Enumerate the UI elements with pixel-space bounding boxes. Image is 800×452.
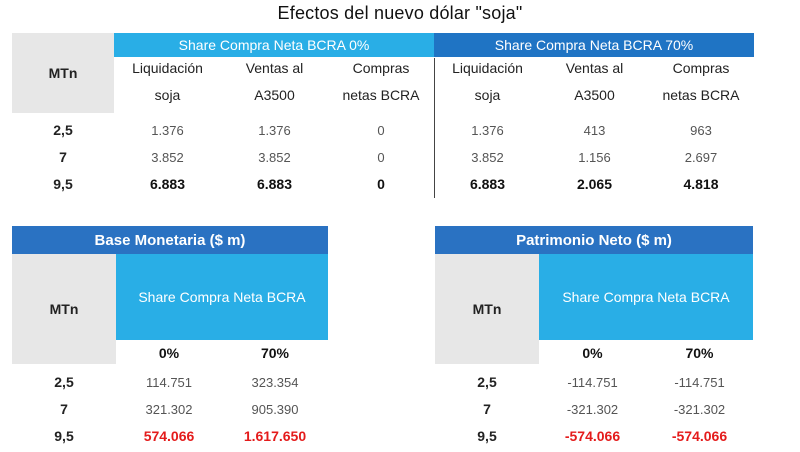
table-cell: 6.883 bbox=[256, 176, 293, 192]
table-cell: 1.617.650 bbox=[243, 428, 307, 444]
col-header: Ventas al A3500 bbox=[221, 60, 328, 103]
table-cell: 3.852 bbox=[151, 149, 184, 165]
base-monetaria-title: Base Monetaria ($ m) bbox=[12, 226, 328, 254]
col-header-line: Compras bbox=[672, 60, 730, 76]
col-header: 0% bbox=[582, 345, 603, 361]
row-label: 9,5 bbox=[54, 428, 74, 444]
table-cell: 0 bbox=[377, 149, 385, 165]
col-header: Liquidación soja bbox=[114, 60, 221, 103]
row-label-header: MTn bbox=[435, 254, 539, 364]
table-cell: 0 bbox=[377, 122, 385, 138]
table-row: 2,5 1.376 1.376 0 1.376 413 963 bbox=[12, 118, 754, 142]
table-cell: 321.302 bbox=[145, 401, 193, 417]
col-header-line: netas BCRA bbox=[662, 87, 740, 103]
row-label: 2,5 bbox=[53, 122, 73, 138]
group-header-70: Share Compra Neta BCRA 70% bbox=[434, 33, 754, 57]
group-divider bbox=[434, 58, 435, 198]
col-header-line: netas BCRA bbox=[342, 87, 420, 103]
group-header-0: Share Compra Neta BCRA 0% bbox=[114, 33, 434, 57]
col-header: Compras netas BCRA bbox=[328, 60, 434, 103]
table-cell: 114.751 bbox=[145, 374, 193, 390]
table-cell: -114.751 bbox=[567, 374, 618, 390]
col-header: Ventas al A3500 bbox=[541, 60, 648, 103]
table-cell: 905.390 bbox=[251, 401, 299, 417]
table-cell: 3.852 bbox=[471, 149, 504, 165]
col-header: Liquidación soja bbox=[434, 60, 541, 103]
table-cell: 1.376 bbox=[258, 122, 291, 138]
row-label: 7 bbox=[59, 149, 67, 165]
col-header-line: soja bbox=[474, 87, 501, 103]
col-header: 70% bbox=[260, 345, 290, 361]
table-row: 7 3.852 3.852 0 3.852 1.156 2.697 bbox=[12, 145, 754, 169]
col-header-line: Liquidación bbox=[132, 60, 203, 76]
table-cell: 1.156 bbox=[578, 149, 611, 165]
table-cell: 6.883 bbox=[149, 176, 186, 192]
col-header-line: A3500 bbox=[574, 87, 615, 103]
col-header: 70% bbox=[685, 345, 714, 361]
table-cell: 4.818 bbox=[683, 176, 719, 192]
row-label-header: MTn bbox=[12, 33, 114, 113]
table-cell: -574.066 bbox=[564, 428, 621, 444]
row-label: 7 bbox=[60, 401, 68, 417]
table-cell: 6.883 bbox=[469, 176, 506, 192]
row-label: 2,5 bbox=[477, 374, 497, 390]
patrimonio-neto-title: Patrimonio Neto ($ m) bbox=[435, 226, 753, 254]
table-cell: -114.751 bbox=[674, 374, 725, 390]
table-cell: 574.066 bbox=[143, 428, 195, 444]
row-label: 9,5 bbox=[53, 176, 73, 192]
table-cell: -574.066 bbox=[671, 428, 728, 444]
share-subheader: Share Compra Neta BCRA bbox=[539, 254, 753, 340]
col-header-line: Liquidación bbox=[452, 60, 523, 76]
table-cell: 3.852 bbox=[258, 149, 291, 165]
col-header-line: Compras bbox=[352, 60, 410, 76]
table-cell: -321.302 bbox=[566, 401, 619, 417]
col-header-line: Ventas al bbox=[245, 60, 304, 76]
row-label: 9,5 bbox=[477, 428, 497, 444]
row-label: 2,5 bbox=[54, 374, 74, 390]
table-cell: 2.697 bbox=[684, 149, 718, 165]
row-label-header: MTn bbox=[12, 254, 116, 364]
table-cell: -321.302 bbox=[673, 401, 726, 417]
table-cell: 0 bbox=[377, 176, 385, 192]
row-label: 7 bbox=[483, 401, 491, 417]
table-cell: 413 bbox=[583, 122, 606, 138]
col-header-line: Ventas al bbox=[565, 60, 624, 76]
table-cell: 2.065 bbox=[576, 176, 613, 192]
table-cell: 963 bbox=[690, 122, 712, 138]
table-cell: 1.376 bbox=[151, 122, 184, 138]
table-cell: 323.354 bbox=[251, 374, 299, 390]
col-header: Compras netas BCRA bbox=[648, 60, 754, 103]
table-cell: 1.376 bbox=[471, 122, 504, 138]
col-header-line: A3500 bbox=[254, 87, 295, 103]
col-header: 0% bbox=[158, 345, 180, 361]
page-title: Efectos del nuevo dólar "soja" bbox=[277, 3, 523, 23]
share-subheader: Share Compra Neta BCRA bbox=[116, 254, 328, 340]
table-row: 9,5 6.883 6.883 0 6.883 2.065 4.818 bbox=[12, 172, 754, 196]
col-header-line: soja bbox=[154, 87, 181, 103]
